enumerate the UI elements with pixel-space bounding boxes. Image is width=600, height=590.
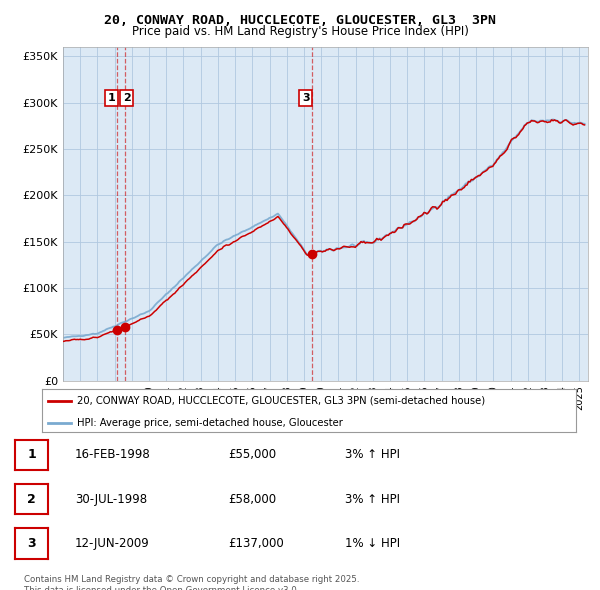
Text: 3% ↑ HPI: 3% ↑ HPI (345, 448, 400, 461)
Text: 1: 1 (27, 448, 36, 461)
Text: 3% ↑ HPI: 3% ↑ HPI (345, 493, 400, 506)
Text: HPI: Average price, semi-detached house, Gloucester: HPI: Average price, semi-detached house,… (77, 418, 343, 428)
Text: 1% ↓ HPI: 1% ↓ HPI (345, 537, 400, 550)
Text: 30-JUL-1998: 30-JUL-1998 (75, 493, 147, 506)
Text: Price paid vs. HM Land Registry's House Price Index (HPI): Price paid vs. HM Land Registry's House … (131, 25, 469, 38)
Text: 12-JUN-2009: 12-JUN-2009 (75, 537, 150, 550)
Text: 2: 2 (123, 93, 131, 103)
Text: £137,000: £137,000 (228, 537, 284, 550)
Text: 20, CONWAY ROAD, HUCCLECOTE, GLOUCESTER, GL3  3PN: 20, CONWAY ROAD, HUCCLECOTE, GLOUCESTER,… (104, 14, 496, 27)
Text: 20, CONWAY ROAD, HUCCLECOTE, GLOUCESTER, GL3 3PN (semi-detached house): 20, CONWAY ROAD, HUCCLECOTE, GLOUCESTER,… (77, 396, 485, 406)
Text: Contains HM Land Registry data © Crown copyright and database right 2025.
This d: Contains HM Land Registry data © Crown c… (24, 575, 359, 590)
Text: 1: 1 (107, 93, 115, 103)
Text: £55,000: £55,000 (228, 448, 276, 461)
Text: 3: 3 (27, 537, 36, 550)
Text: £58,000: £58,000 (228, 493, 276, 506)
Text: 2: 2 (27, 493, 36, 506)
Text: 16-FEB-1998: 16-FEB-1998 (75, 448, 151, 461)
Text: 3: 3 (302, 93, 310, 103)
